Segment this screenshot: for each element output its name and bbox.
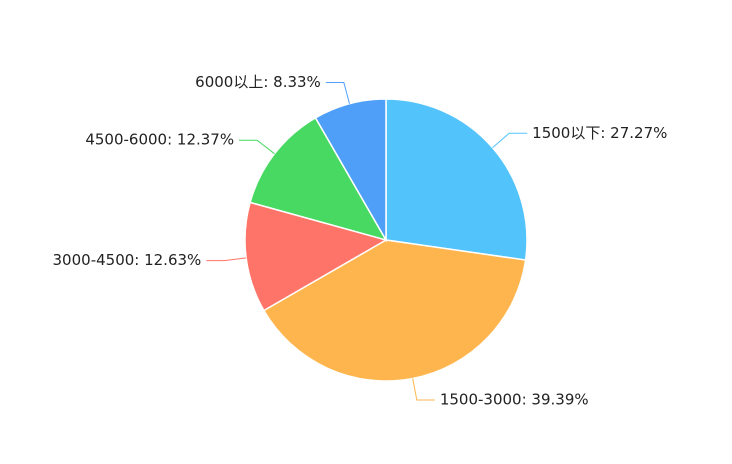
data-label: 3000-4500: 12.63%	[53, 251, 202, 269]
pie-slice	[385, 98, 528, 261]
leader-line	[325, 82, 351, 104]
leader-line	[492, 132, 528, 149]
leader-line	[206, 257, 247, 262]
data-label: 1500-3000: 39.39%	[440, 391, 589, 409]
leader-line	[412, 378, 435, 401]
leader-line	[239, 139, 275, 155]
data-label: 1500以下: 27.27%	[532, 124, 667, 142]
data-label: 4500-6000: 12.37%	[85, 131, 234, 149]
data-label: 6000以上: 8.33%	[195, 73, 321, 91]
